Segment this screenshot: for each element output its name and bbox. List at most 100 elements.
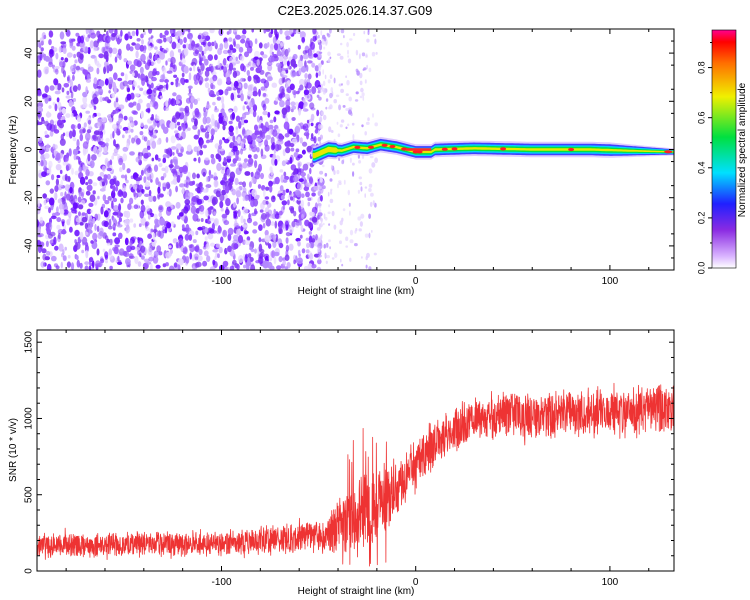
heatmap-cell	[98, 88, 104, 96]
heatmap-cell	[278, 210, 283, 216]
heatmap-cell	[101, 116, 107, 123]
colorbar-tick-label: 0.2	[696, 212, 706, 225]
heatmap-cell	[146, 261, 152, 265]
heatmap-cell	[128, 116, 134, 122]
heatmap-cell	[150, 60, 156, 66]
heatmap-cell	[336, 121, 339, 125]
heatmap-cell	[319, 170, 324, 175]
heatmap-cell	[157, 157, 161, 162]
heatmap-cell	[349, 38, 353, 41]
heatmap-cell	[42, 159, 48, 167]
heatmap-cell	[202, 31, 209, 37]
heatmap-cell	[175, 78, 179, 83]
heatmap-cell	[230, 92, 235, 101]
heatmap-cell	[194, 80, 199, 85]
heatmap-cell	[232, 70, 238, 78]
heatmap-cell	[58, 243, 64, 252]
heatmap-cell	[372, 200, 375, 206]
heatmap-cell	[105, 142, 109, 147]
heatmap-cell	[67, 254, 71, 259]
heatmap-cell	[329, 29, 332, 34]
heatmap-cell	[256, 147, 260, 153]
heatmap-cell	[294, 101, 300, 107]
heatmap-cell	[234, 31, 238, 37]
heatmap-cell	[220, 207, 224, 212]
heatmap-cell	[204, 236, 208, 241]
heatmap-cell	[212, 249, 219, 253]
colorbar-tick-label: 0.6	[696, 111, 706, 124]
heatmap-cell	[189, 35, 193, 44]
heatmap-cell	[127, 80, 134, 85]
heatmap-cell	[366, 38, 370, 43]
heatmap-cell	[312, 29, 317, 35]
heatmap-cell	[79, 53, 84, 60]
heatmap-cell	[118, 232, 123, 239]
heatmap-cell	[230, 163, 236, 167]
heatmap-cell	[203, 106, 206, 113]
heatmap-cell	[236, 263, 240, 270]
heatmap-cell	[273, 43, 279, 51]
heatmap-cell	[140, 245, 146, 253]
heatmap-cell	[349, 157, 352, 164]
heatmap-cell	[205, 176, 209, 183]
heatmap-cell	[185, 150, 192, 155]
heatmap-cell	[268, 257, 273, 262]
heatmap-cell	[358, 160, 362, 164]
heatmap-cell	[345, 93, 349, 96]
heatmap-cell	[361, 124, 364, 128]
snr-y-ticks: 0 500 1000 1500	[24, 331, 674, 574]
heatmap-cell	[65, 113, 71, 118]
y-tick-label: 0	[24, 568, 35, 574]
heatmap-cell	[258, 163, 262, 172]
heatmap-cell	[285, 35, 291, 40]
heatmap-cell	[306, 242, 310, 249]
heatmap-cell	[277, 134, 284, 142]
heatmap-cell	[276, 50, 282, 57]
heatmap-cell	[53, 129, 60, 134]
heatmap-cell	[91, 260, 95, 269]
heatmap-cell	[131, 137, 135, 144]
heatmap-cell	[160, 176, 165, 181]
heatmap-cell	[265, 200, 269, 205]
x-tick-label: -100	[211, 276, 231, 287]
heatmap-cell	[152, 195, 157, 202]
heatmap-cell	[37, 90, 42, 97]
heatmap-cell	[318, 224, 322, 229]
heatmap-cell	[251, 178, 257, 184]
heatmap-cell	[216, 162, 222, 172]
heatmap-cell	[103, 174, 108, 180]
heatmap-cell	[70, 65, 76, 71]
heatmap-cell	[307, 60, 313, 64]
heatmap-cell	[300, 54, 304, 62]
heatmap-cell	[72, 137, 77, 142]
heatmap-cell	[174, 123, 177, 129]
heatmap-cell	[179, 111, 185, 120]
heatmap-cell	[206, 66, 211, 71]
heatmap-cell	[106, 238, 110, 244]
heatmap-cell	[246, 263, 250, 270]
heatmap-cell	[246, 70, 250, 76]
heatmap-cell	[349, 210, 351, 216]
heatmap-cell	[159, 217, 165, 226]
heatmap-cell	[365, 264, 368, 269]
heatmap-cell	[134, 43, 141, 51]
heatmap-cell	[154, 46, 158, 50]
heatmap-cell	[107, 114, 111, 119]
heatmap-cell	[79, 41, 86, 49]
heatmap-cell	[190, 205, 197, 214]
heatmap-cell	[83, 166, 89, 170]
heatmap-cell	[324, 172, 328, 177]
heatmap-cell	[108, 248, 113, 256]
heatmap-cell	[360, 87, 364, 93]
heatmap-cell	[215, 243, 221, 248]
heatmap-cell	[256, 115, 260, 123]
heatmap-cell	[77, 35, 82, 44]
heatmap-cell	[296, 257, 303, 265]
heatmap-cell	[162, 154, 167, 159]
heatmap-cell	[146, 145, 151, 151]
heatmap-cell	[70, 194, 74, 202]
heatmap-cell	[227, 233, 232, 241]
heatmap-cell	[204, 70, 210, 77]
heatmap-cell	[289, 157, 293, 164]
heatmap-cell	[129, 35, 133, 40]
